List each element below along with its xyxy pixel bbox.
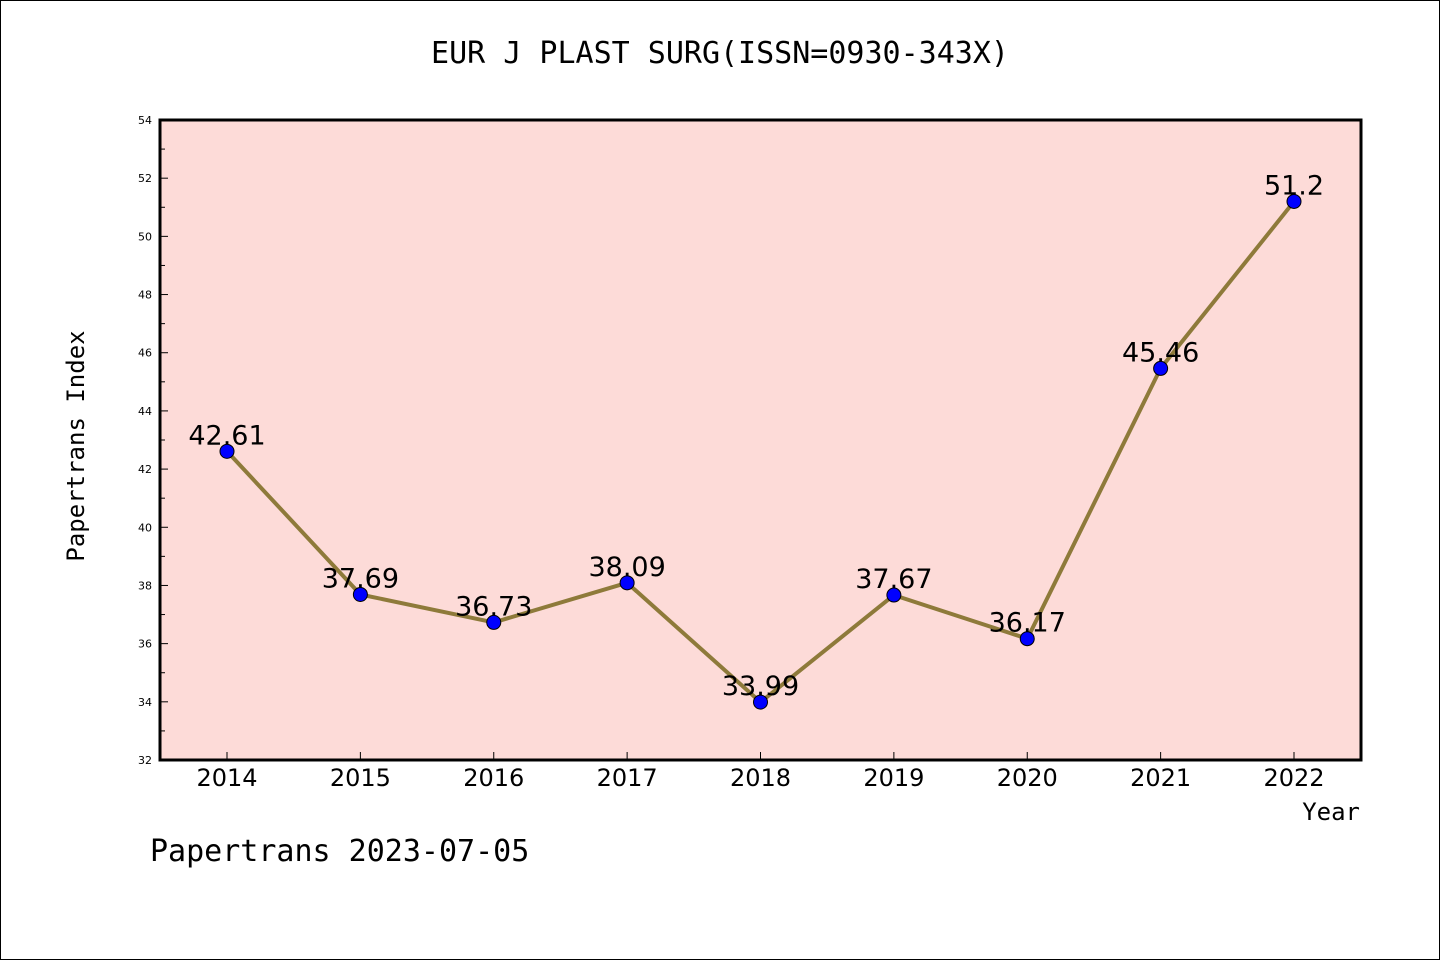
data-point bbox=[1019, 631, 1035, 647]
data-label: 37.69 bbox=[322, 563, 399, 594]
data-label: 37.67 bbox=[855, 564, 932, 595]
x-tick-label: 2014 bbox=[196, 764, 257, 792]
y-tick-label: 46 bbox=[138, 347, 152, 360]
x-tick-label: 2017 bbox=[597, 764, 658, 792]
data-point bbox=[886, 587, 902, 603]
x-tick-label: 2018 bbox=[730, 764, 791, 792]
x-tick-label: 2022 bbox=[1263, 764, 1324, 792]
data-label: 36.17 bbox=[989, 608, 1066, 639]
data-label: 42.61 bbox=[188, 420, 265, 451]
data-point bbox=[486, 614, 502, 630]
data-point bbox=[219, 443, 235, 459]
data-point bbox=[1153, 360, 1169, 376]
x-tick-label: 2020 bbox=[997, 764, 1058, 792]
data-point bbox=[753, 694, 768, 710]
data-label: 51.2 bbox=[1264, 170, 1324, 201]
y-tick-label: 42 bbox=[138, 463, 152, 476]
data-label: 38.09 bbox=[588, 552, 665, 583]
y-tick-label: 34 bbox=[138, 696, 152, 709]
data-label: 45.46 bbox=[1122, 337, 1199, 368]
data-point bbox=[1286, 193, 1302, 209]
data-point bbox=[352, 586, 368, 602]
data-label: 33.99 bbox=[722, 671, 799, 702]
x-tick-label: 2016 bbox=[463, 764, 524, 792]
data-label: 36.73 bbox=[455, 591, 532, 622]
plot-area bbox=[158, 118, 1363, 762]
y-tick-label: 54 bbox=[138, 114, 152, 127]
y-tick-label: 48 bbox=[138, 289, 152, 302]
x-tick-label: 2019 bbox=[863, 764, 924, 792]
y-tick-label: 50 bbox=[138, 230, 152, 243]
y-tick-label: 40 bbox=[138, 521, 152, 534]
x-tick-label: 2021 bbox=[1130, 764, 1191, 792]
y-axis-label: Papertrans Index bbox=[62, 330, 90, 561]
x-tick-label: 2015 bbox=[330, 764, 391, 792]
y-tick-label: 44 bbox=[138, 405, 152, 418]
x-axis-label: Year bbox=[1302, 798, 1360, 826]
y-tick-label: 32 bbox=[138, 754, 152, 767]
y-tick-label: 52 bbox=[138, 172, 152, 185]
footer-text: Papertrans 2023-07-05 bbox=[150, 834, 530, 869]
y-tick-label: 38 bbox=[138, 579, 152, 592]
chart-title: EUR J PLAST SURG(ISSN=0930-343X) bbox=[431, 36, 1009, 71]
data-point bbox=[619, 575, 635, 591]
y-tick-label: 36 bbox=[138, 638, 152, 651]
